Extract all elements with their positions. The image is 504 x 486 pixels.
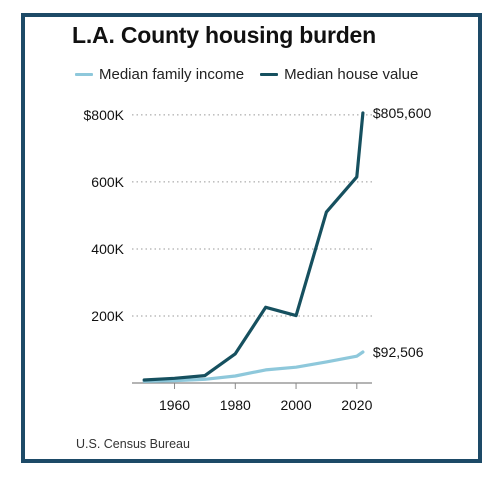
chart-title: L.A. County housing burden	[72, 22, 376, 48]
y-tick-label: 600K	[91, 174, 124, 190]
y-tick-label: 200K	[91, 308, 124, 324]
legend-label-income: Median family income	[99, 66, 245, 83]
end-label-income: $92,506	[373, 344, 424, 360]
legend-swatch-income	[75, 73, 93, 76]
x-tick-label: 2000	[280, 397, 311, 413]
y-tick-label: 400K	[91, 241, 124, 257]
legend-label-house: Median house value	[284, 66, 419, 83]
x-tick-label: 1960	[159, 397, 190, 413]
legend-item-house: Median house value	[260, 66, 418, 83]
chart-frame	[21, 13, 482, 463]
series-line-income	[142, 350, 365, 383]
series-line-house	[142, 111, 365, 382]
end-label-house: $805,600	[373, 105, 432, 121]
source-note: U.S. Census Bureau	[76, 437, 190, 451]
legend: Median family income Median house value	[75, 66, 434, 83]
legend-swatch-house	[260, 73, 279, 76]
y-tick-label: $800K	[84, 107, 125, 123]
x-tick-label: 2020	[341, 397, 372, 413]
x-tick-label: 1980	[220, 397, 251, 413]
legend-item-income: Median family income	[75, 66, 244, 83]
